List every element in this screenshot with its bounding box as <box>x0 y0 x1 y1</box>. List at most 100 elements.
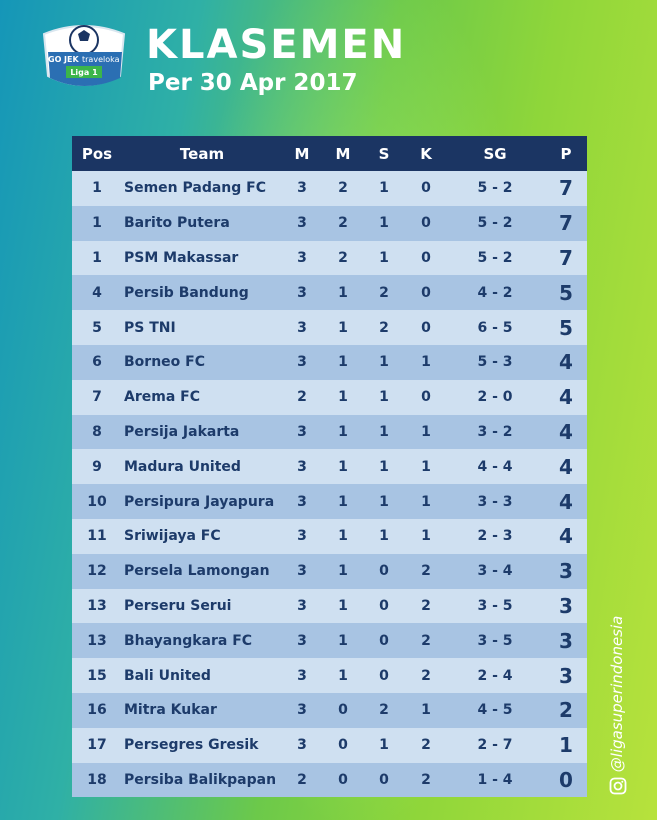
table-row: 13 Perseru Serui 3 1 0 2 3 - 5 3 <box>72 588 587 624</box>
table-cell: 3 <box>297 180 307 197</box>
table-cell: 1 <box>92 249 102 266</box>
table-cell: 1 <box>421 702 431 719</box>
table-cell: 2 <box>338 249 348 266</box>
table-cell: 1 <box>421 458 431 475</box>
table-cell: 1 <box>338 389 348 406</box>
table-cell: 3 <box>297 667 307 684</box>
table-cell: 4 <box>559 524 573 549</box>
title: KLASEMEN <box>146 22 407 68</box>
table-cell: 18 <box>87 771 107 788</box>
table-cell: 4 <box>559 419 573 444</box>
table-cell: 2 <box>338 180 348 197</box>
team-name: PSM Makassar <box>124 249 239 266</box>
table-cell: 8 <box>92 423 102 440</box>
table-row: 7 Arema FC 2 1 1 0 2 - 0 4 <box>72 379 587 415</box>
table-cell: 1 - 4 <box>477 771 513 788</box>
table-row: 8 Persija Jakarta 3 1 1 1 3 - 2 4 <box>72 414 587 450</box>
table-cell: 1 <box>379 528 389 545</box>
table-cell: 1 <box>338 597 348 614</box>
team-name: Borneo FC <box>124 354 205 371</box>
table-cell: 2 <box>421 632 431 649</box>
table-cell: 1 <box>338 528 348 545</box>
table-cell: 9 <box>92 458 102 475</box>
table-cell: 15 <box>87 667 107 684</box>
table-cell: 4 <box>559 350 573 375</box>
table-cell: 13 <box>87 597 107 614</box>
instagram-icon <box>609 777 626 795</box>
table-cell: 2 - 7 <box>477 737 513 754</box>
logo-jek: JEK <box>63 55 79 64</box>
table-cell: 0 <box>421 389 431 406</box>
table-cell: 1 <box>421 493 431 510</box>
table-cell: 2 <box>338 215 348 232</box>
table-cell: 5 <box>559 315 573 340</box>
team-name: Persipura Jayapura <box>124 493 275 510</box>
social-handle: @ligasuperindonesia <box>608 616 627 795</box>
table-cell: 3 <box>297 423 307 440</box>
table-row: 5 PS TNI 3 1 2 0 6 - 5 5 <box>72 310 587 345</box>
table-row: 13 Bhayangkara FC 3 1 0 2 3 - 5 3 <box>72 623 587 659</box>
table-cell: 16 <box>87 702 107 719</box>
column-header: Pos <box>81 144 113 163</box>
table-cell: 6 - 5 <box>477 319 513 336</box>
table-cell: 3 - 3 <box>477 493 513 510</box>
table-cell: 1 <box>379 493 389 510</box>
team-name: Persegres Gresik <box>124 737 259 754</box>
table-row: 6 Borneo FC 3 1 1 1 5 - 3 4 <box>72 344 587 380</box>
team-name: Persela Lamongan <box>124 563 270 580</box>
table-cell: 4 - 4 <box>477 458 513 475</box>
table-cell: 3 <box>297 702 307 719</box>
table-row: 10 Persipura Jayapura 3 1 1 1 3 - 3 4 <box>72 484 587 519</box>
table-cell: 3 - 4 <box>477 563 513 580</box>
table-cell: 4 <box>559 489 573 514</box>
table-cell: 3 <box>297 597 307 614</box>
team-name: PS TNI <box>124 319 176 336</box>
table-cell: 3 <box>297 284 307 301</box>
table-cell: 2 <box>379 702 389 719</box>
table-cell: 2 <box>379 284 389 301</box>
table-cell: 1 <box>379 737 389 754</box>
table-cell: 7 <box>559 176 573 201</box>
table-cell: 1 <box>92 215 102 232</box>
team-name: Semen Padang FC <box>124 180 267 197</box>
table-cell: 1 <box>379 423 389 440</box>
table-cell: 17 <box>87 737 107 754</box>
team-name: Madura United <box>124 458 241 475</box>
table-cell: 2 <box>421 667 431 684</box>
table-cell: 1 <box>379 389 389 406</box>
table-cell: 3 <box>297 458 307 475</box>
table-cell: 0 <box>421 215 431 232</box>
table-cell: 0 <box>421 284 431 301</box>
table-cell: 4 <box>92 284 102 301</box>
table-cell: 3 <box>297 563 307 580</box>
table-row: 9 Madura United 3 1 1 1 4 - 4 4 <box>72 449 587 485</box>
table-cell: 7 <box>559 211 573 236</box>
table-cell: 1 <box>421 423 431 440</box>
table-cell: 3 <box>297 632 307 649</box>
table-cell: 0 <box>379 771 389 788</box>
table-cell: 3 <box>297 215 307 232</box>
table-cell: 5 - 2 <box>477 180 513 197</box>
table-cell: 0 <box>379 667 389 684</box>
table-row: 15 Bali United 3 1 0 2 2 - 4 3 <box>72 658 587 693</box>
table-cell: 1 <box>379 180 389 197</box>
table-cell: 1 <box>338 354 348 371</box>
table-cell: 0 <box>379 632 389 649</box>
table-cell: 3 <box>559 593 573 618</box>
table-cell: 2 <box>297 389 307 406</box>
table-cell: 3 <box>297 319 307 336</box>
table-cell: 3 <box>297 528 307 545</box>
table-cell: 1 <box>338 423 348 440</box>
table-row: 1 Barito Putera 3 2 1 0 5 - 2 7 <box>72 205 587 241</box>
team-name: Bali United <box>124 667 211 684</box>
table-cell: 2 <box>421 737 431 754</box>
team-name: Arema FC <box>124 389 200 406</box>
table-cell: 2 - 4 <box>477 667 513 684</box>
table-cell: 1 <box>379 354 389 371</box>
table-cell: 2 - 0 <box>477 389 513 406</box>
table-cell: 1 <box>379 215 389 232</box>
table-cell: 3 <box>559 663 573 688</box>
table-cell: 1 <box>338 284 348 301</box>
table-cell: 1 <box>338 493 348 510</box>
table-cell: 1 <box>559 733 573 758</box>
